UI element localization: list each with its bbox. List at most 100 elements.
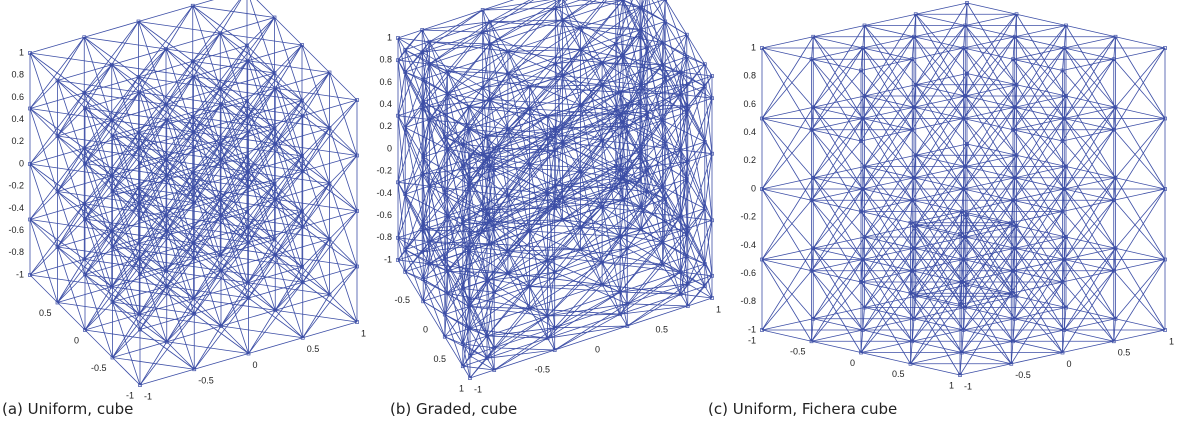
x-tick-label: -1 [748, 335, 756, 345]
y-tick-label: 0.5 [656, 324, 669, 334]
mesh-edge [1116, 248, 1166, 259]
mesh-edge [1063, 71, 1114, 130]
mesh-edge [813, 37, 864, 96]
mesh-edge [1064, 119, 1115, 178]
x-tick-label: 1 [949, 380, 954, 390]
mesh-edge [1063, 282, 1114, 341]
mesh-edge [865, 26, 915, 37]
mesh-edge [139, 203, 167, 231]
mesh-edge [914, 37, 965, 96]
mesh-edge [812, 271, 863, 330]
mesh-edge [1116, 37, 1166, 48]
mesh-edge [248, 172, 276, 200]
mesh-edge [1116, 107, 1166, 118]
y-tick-label: 0 [1067, 359, 1072, 369]
x-tick-label: 0.5 [892, 369, 905, 379]
mesh-edge [487, 272, 555, 280]
z-tick-label: -0.2 [740, 212, 756, 222]
mesh-edge [863, 119, 913, 130]
mesh-edge [916, 296, 966, 307]
x-tick-label: 0.5 [39, 308, 52, 318]
mesh-edge [113, 302, 141, 330]
mesh-edge [865, 96, 915, 107]
mesh-edge [911, 293, 961, 304]
mesh-edge [139, 188, 167, 216]
mesh-edge [112, 120, 140, 148]
mesh-edge [193, 228, 221, 256]
mesh-edge [663, 43, 687, 57]
mesh-edge [1013, 200, 1064, 259]
mesh-edge [85, 275, 113, 303]
x-tick-label: -1 [126, 390, 134, 400]
mesh-edge [914, 107, 964, 118]
mesh-edge [865, 26, 916, 85]
mesh-edge [530, 285, 603, 309]
z-tick-label: 0.6 [11, 92, 24, 102]
z-tick-label: 0.4 [379, 99, 392, 109]
caption: (c) Uniform, Fichera cube [708, 400, 897, 418]
mesh-edge [166, 105, 194, 133]
mesh-edge [861, 282, 912, 341]
mesh-edge [813, 178, 863, 189]
mesh-edge [167, 231, 195, 259]
mesh-edge [275, 88, 303, 116]
mesh-edge [1063, 212, 1114, 271]
mesh-edge [1063, 341, 1114, 352]
mesh-edge [762, 260, 813, 319]
mesh-edge [248, 283, 276, 311]
mesh-edge [84, 259, 112, 287]
mesh-edge [508, 249, 581, 251]
mesh-edge [912, 271, 962, 282]
mesh-edge [965, 96, 1015, 107]
mesh-edge [113, 191, 141, 219]
mesh-edge [916, 226, 966, 237]
mesh-edge [861, 212, 912, 271]
mesh-edge [302, 156, 330, 184]
z-tick-label: 0 [751, 183, 756, 193]
y-tick-label: 0 [595, 344, 600, 354]
mesh-edge [1013, 271, 1064, 330]
mesh-edge [914, 178, 965, 237]
page: (a) Uniform, cube (b) Graded, cube (c) U… [0, 0, 1189, 425]
mesh-edge [1066, 237, 1116, 248]
mesh-edge [247, 46, 275, 74]
mesh-edge [965, 308, 1015, 319]
mesh-edge [220, 33, 248, 61]
mesh-edge [139, 92, 167, 120]
mesh-edge [865, 14, 916, 25]
z-tick-label: -0.6 [8, 225, 24, 235]
mesh-edge [330, 128, 358, 156]
mesh-edge [964, 260, 1014, 271]
mesh-edge [1011, 293, 1062, 352]
mesh-edge [84, 148, 112, 176]
mesh-edge [705, 98, 712, 142]
mesh-edge [220, 200, 248, 228]
mesh-edge [1015, 107, 1066, 166]
mesh-edge [812, 271, 862, 282]
mesh-edge [861, 141, 912, 200]
mesh-edge [58, 136, 86, 164]
mesh-edge [275, 199, 303, 227]
mesh-edge [555, 326, 628, 350]
mesh-edge [665, 22, 687, 35]
x-tick-label: -0.5 [394, 295, 410, 305]
mesh-edge [705, 220, 712, 264]
mesh-edge [405, 128, 429, 187]
mesh-edge [865, 308, 915, 319]
mesh-edge [681, 150, 705, 209]
mesh-edge [405, 224, 423, 250]
mesh-edge [1013, 130, 1064, 189]
mesh-edge [30, 220, 58, 248]
mesh-edge [812, 341, 862, 352]
mesh-edge [247, 157, 275, 185]
mesh-edge [508, 273, 530, 308]
mesh-edge [302, 267, 330, 295]
figure: (a) Uniform, cube (b) Graded, cube (c) U… [0, 0, 1189, 425]
mesh-edge [665, 112, 687, 143]
mesh-edge [687, 57, 705, 64]
mesh-edge [302, 212, 330, 240]
mesh [761, 2, 1167, 377]
mesh-edge [1116, 319, 1166, 330]
mesh-edge [112, 65, 140, 93]
mesh-edge [422, 30, 483, 32]
